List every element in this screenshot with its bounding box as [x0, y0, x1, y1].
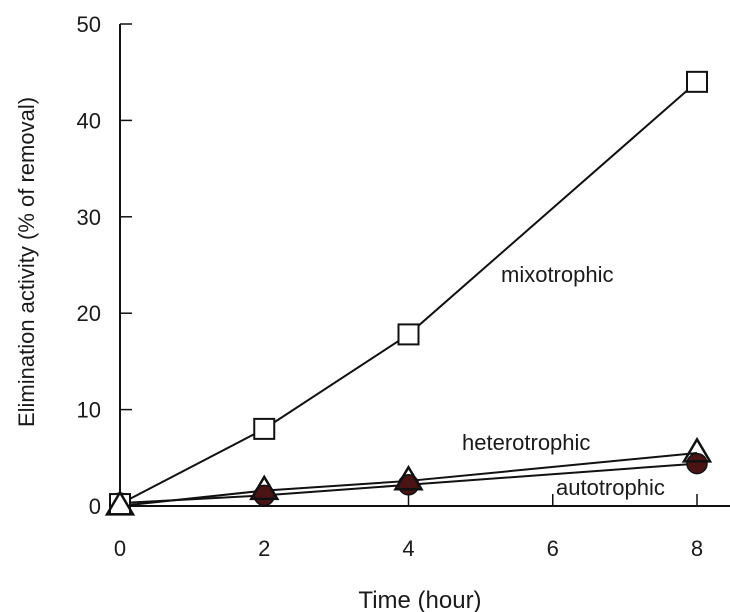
mixotrophic-point — [397, 323, 420, 346]
x-tick-label: 4 — [402, 536, 414, 561]
annotation-layer: mixotrophic heterotrophic autotrophic — [462, 262, 665, 500]
x-tick-label: 8 — [691, 536, 703, 561]
annotation-heterotrophic: heterotrophic — [462, 430, 590, 455]
y-tick-label: 20 — [77, 301, 101, 326]
annotation-autotrophic: autotrophic — [556, 475, 665, 500]
y-tick-label: 30 — [77, 205, 101, 230]
mixotrophic-point — [686, 70, 708, 93]
mixotrophic-line — [119, 81, 698, 505]
y-tick-label: 0 — [89, 494, 101, 519]
mixotrophic-point — [253, 417, 276, 440]
y-axis-label: Elimination activity (% of removal) — [14, 97, 39, 427]
heterotrophic-point — [249, 474, 280, 501]
heterotrophic-point — [681, 436, 713, 463]
ticks: 0 2 4 6 8 0 10 20 30 40 50 — [77, 12, 704, 561]
heterotrophic-point — [104, 489, 136, 516]
axes — [119, 24, 730, 507]
x-tick-label: 0 — [114, 536, 126, 561]
autotrophic-line — [119, 462, 698, 505]
series-layer — [104, 70, 713, 516]
annotation-mixotrophic: mixotrophic — [501, 262, 613, 287]
y-tick-label: 40 — [77, 108, 101, 133]
x-tick-label: 2 — [258, 536, 270, 561]
x-axis-label: Time (hour) — [358, 587, 481, 612]
y-tick-label: 50 — [77, 12, 101, 37]
x-tick-label: 6 — [547, 536, 559, 561]
autotrophic-point — [686, 452, 708, 475]
y-tick-label: 10 — [77, 398, 101, 423]
heterotrophic-point — [393, 464, 424, 491]
